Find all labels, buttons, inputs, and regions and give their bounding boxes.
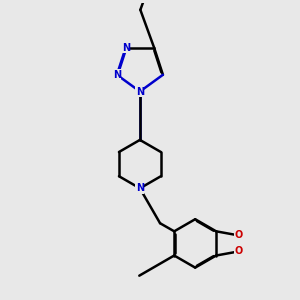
- Text: N: N: [136, 86, 144, 97]
- Text: N: N: [122, 43, 130, 53]
- Text: O: O: [234, 247, 242, 256]
- Text: N: N: [113, 70, 121, 80]
- Text: N: N: [136, 183, 144, 193]
- Text: O: O: [234, 230, 242, 240]
